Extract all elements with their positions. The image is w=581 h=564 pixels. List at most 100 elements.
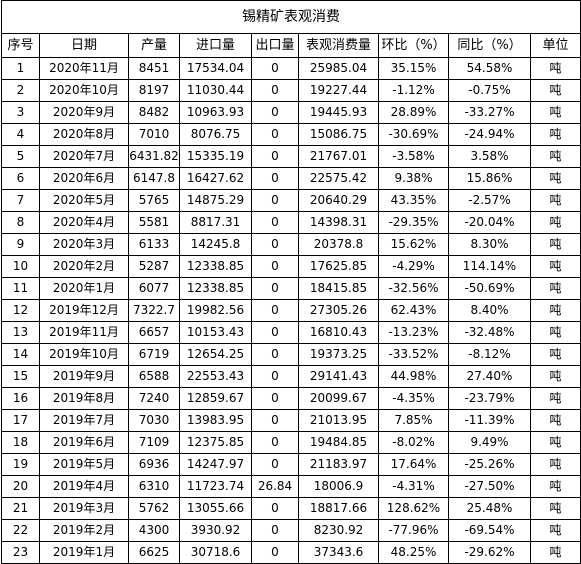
cell-index[interactable]: 15 bbox=[1, 365, 40, 388]
cell-apparent-consumption[interactable]: 21767.01 bbox=[298, 145, 379, 168]
cell-date[interactable]: 2020年5月 bbox=[39, 189, 129, 212]
cell-date[interactable]: 2020年2月 bbox=[39, 255, 129, 278]
cell-date[interactable]: 2019年5月 bbox=[39, 453, 129, 476]
cell-yoy[interactable]: -2.57% bbox=[448, 189, 531, 212]
cell-mom[interactable]: -4.29% bbox=[378, 255, 449, 278]
cell-index[interactable]: 9 bbox=[1, 233, 40, 256]
cell-export[interactable]: 0 bbox=[251, 365, 299, 388]
cell-index[interactable]: 16 bbox=[1, 387, 40, 410]
cell-output[interactable]: 6719 bbox=[128, 343, 180, 366]
cell-apparent-consumption[interactable]: 20099.67 bbox=[298, 387, 379, 410]
cell-output[interactable]: 6133 bbox=[128, 233, 180, 256]
table-title[interactable]: 锡精矿表观消费 bbox=[1, 0, 581, 34]
cell-output[interactable]: 7030 bbox=[128, 409, 180, 432]
cell-output[interactable]: 6077 bbox=[128, 277, 180, 300]
cell-mom[interactable]: 17.64% bbox=[378, 453, 449, 476]
cell-import[interactable]: 14247.97 bbox=[179, 453, 252, 476]
cell-import[interactable]: 16427.62 bbox=[179, 167, 252, 190]
cell-yoy[interactable]: -27.50% bbox=[448, 475, 531, 498]
cell-apparent-consumption[interactable]: 25985.04 bbox=[298, 57, 379, 80]
cell-index[interactable]: 6 bbox=[1, 167, 40, 190]
cell-import[interactable]: 11030.44 bbox=[179, 79, 252, 102]
cell-apparent-consumption[interactable]: 15086.75 bbox=[298, 123, 379, 146]
cell-import[interactable]: 15335.19 bbox=[179, 145, 252, 168]
cell-output[interactable]: 6936 bbox=[128, 453, 180, 476]
cell-export[interactable]: 0 bbox=[251, 189, 299, 212]
cell-date[interactable]: 2020年1月 bbox=[39, 277, 129, 300]
cell-date[interactable]: 2019年11月 bbox=[39, 321, 129, 344]
cell-index[interactable]: 10 bbox=[1, 255, 40, 278]
cell-export[interactable]: 0 bbox=[251, 321, 299, 344]
cell-date[interactable]: 2020年8月 bbox=[39, 123, 129, 146]
cell-yoy[interactable]: -32.48% bbox=[448, 321, 531, 344]
cell-export[interactable]: 0 bbox=[251, 57, 299, 80]
header-cell-apparent-consumption[interactable]: 表观消费量 bbox=[298, 33, 379, 58]
cell-mom[interactable]: 48.25% bbox=[378, 541, 449, 564]
cell-yoy[interactable]: -29.62% bbox=[448, 541, 531, 564]
cell-index[interactable]: 13 bbox=[1, 321, 40, 344]
cell-yoy[interactable]: -11.39% bbox=[448, 409, 531, 432]
cell-date[interactable]: 2019年12月 bbox=[39, 299, 129, 322]
cell-apparent-consumption[interactable]: 17625.85 bbox=[298, 255, 379, 278]
cell-yoy[interactable]: -24.94% bbox=[448, 123, 531, 146]
cell-mom[interactable]: 43.35% bbox=[378, 189, 449, 212]
cell-export[interactable]: 0 bbox=[251, 233, 299, 256]
cell-yoy[interactable]: 114.14% bbox=[448, 255, 531, 278]
cell-yoy[interactable]: 27.40% bbox=[448, 365, 531, 388]
cell-output[interactable]: 7322.7 bbox=[128, 299, 180, 322]
cell-index[interactable]: 20 bbox=[1, 475, 40, 498]
cell-index[interactable]: 22 bbox=[1, 519, 40, 542]
cell-unit[interactable]: 吨 bbox=[530, 123, 581, 146]
cell-apparent-consumption[interactable]: 16810.43 bbox=[298, 321, 379, 344]
cell-index[interactable]: 2 bbox=[1, 79, 40, 102]
cell-import[interactable]: 19982.56 bbox=[179, 299, 252, 322]
cell-apparent-consumption[interactable]: 21183.97 bbox=[298, 453, 379, 476]
cell-import[interactable]: 13055.66 bbox=[179, 497, 252, 520]
cell-unit[interactable]: 吨 bbox=[530, 211, 581, 234]
cell-yoy[interactable]: 8.30% bbox=[448, 233, 531, 256]
cell-index[interactable]: 5 bbox=[1, 145, 40, 168]
cell-output[interactable]: 6310 bbox=[128, 475, 180, 498]
cell-output[interactable]: 6147.8 bbox=[128, 167, 180, 190]
header-cell-output[interactable]: 产量 bbox=[128, 33, 180, 58]
cell-date[interactable]: 2019年3月 bbox=[39, 497, 129, 520]
cell-index[interactable]: 17 bbox=[1, 409, 40, 432]
cell-mom[interactable]: -33.52% bbox=[378, 343, 449, 366]
cell-date[interactable]: 2019年6月 bbox=[39, 431, 129, 454]
cell-output[interactable]: 8451 bbox=[128, 57, 180, 80]
cell-import[interactable]: 11723.74 bbox=[179, 475, 252, 498]
cell-yoy[interactable]: 8.40% bbox=[448, 299, 531, 322]
cell-export[interactable]: 0 bbox=[251, 519, 299, 542]
cell-unit[interactable]: 吨 bbox=[530, 299, 581, 322]
cell-mom[interactable]: -13.23% bbox=[378, 321, 449, 344]
cell-output[interactable]: 4300 bbox=[128, 519, 180, 542]
cell-import[interactable]: 13983.95 bbox=[179, 409, 252, 432]
cell-export[interactable]: 0 bbox=[251, 409, 299, 432]
cell-unit[interactable]: 吨 bbox=[530, 409, 581, 432]
cell-index[interactable]: 7 bbox=[1, 189, 40, 212]
cell-export[interactable]: 26.84 bbox=[251, 475, 299, 498]
cell-apparent-consumption[interactable]: 18006.9 bbox=[298, 475, 379, 498]
cell-date[interactable]: 2020年11月 bbox=[39, 57, 129, 80]
cell-index[interactable]: 14 bbox=[1, 343, 40, 366]
cell-import[interactable]: 12859.67 bbox=[179, 387, 252, 410]
cell-apparent-consumption[interactable]: 19484.85 bbox=[298, 431, 379, 454]
cell-apparent-consumption[interactable]: 27305.26 bbox=[298, 299, 379, 322]
cell-unit[interactable]: 吨 bbox=[530, 79, 581, 102]
cell-index[interactable]: 11 bbox=[1, 277, 40, 300]
header-cell-mom[interactable]: 环比（%） bbox=[378, 33, 449, 58]
cell-mom[interactable]: -4.31% bbox=[378, 475, 449, 498]
cell-date[interactable]: 2020年7月 bbox=[39, 145, 129, 168]
cell-unit[interactable]: 吨 bbox=[530, 57, 581, 80]
cell-yoy[interactable]: 25.48% bbox=[448, 497, 531, 520]
cell-unit[interactable]: 吨 bbox=[530, 101, 581, 124]
cell-index[interactable]: 21 bbox=[1, 497, 40, 520]
cell-unit[interactable]: 吨 bbox=[530, 189, 581, 212]
header-cell-unit[interactable]: 单位 bbox=[530, 33, 581, 58]
cell-output[interactable]: 6431.82 bbox=[128, 145, 180, 168]
cell-apparent-consumption[interactable]: 22575.42 bbox=[298, 167, 379, 190]
cell-apparent-consumption[interactable]: 18415.85 bbox=[298, 277, 379, 300]
cell-mom[interactable]: -1.12% bbox=[378, 79, 449, 102]
cell-output[interactable]: 5765 bbox=[128, 189, 180, 212]
cell-yoy[interactable]: -0.75% bbox=[448, 79, 531, 102]
